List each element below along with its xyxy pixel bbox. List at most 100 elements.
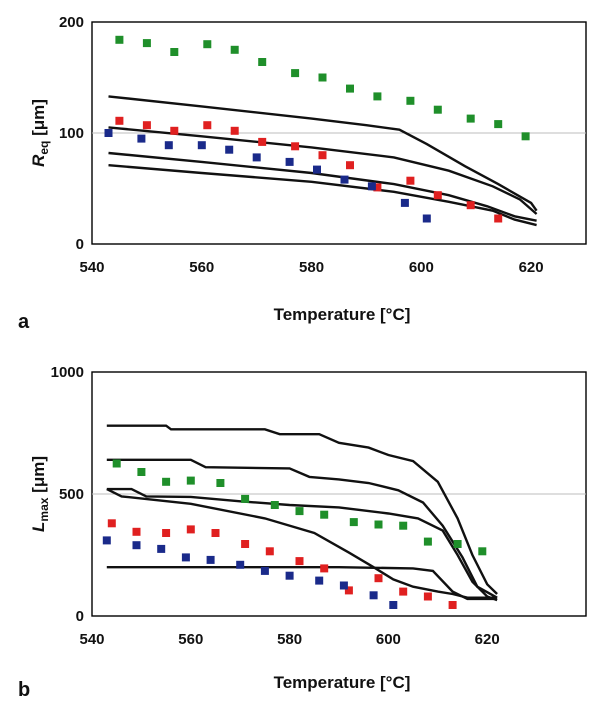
y-axis-label-main-a: R <box>29 154 48 167</box>
data-point-b-s1-7 <box>270 501 279 509</box>
data-point-b-s3-9 <box>315 576 324 585</box>
data-point-a-s3-5 <box>225 145 234 154</box>
data-point-b-s2-9 <box>320 564 329 573</box>
y-axis-label-main-b: L <box>29 522 48 532</box>
panel-a: 540 560 580 600 620 0 100 200 Temperature [°C]… <box>18 14 587 333</box>
data-point-b-s1-14 <box>453 540 462 548</box>
data-point-a-s1-6 <box>258 58 267 66</box>
data-point-a-s2-11 <box>406 176 415 185</box>
data-point-b-s1-11 <box>374 520 383 529</box>
x-tick-label-a-4: 600 <box>409 259 434 276</box>
model-curve-a-3 <box>108 151 537 222</box>
data-point-b-s1-6 <box>241 494 250 503</box>
data-point-a-s1-12 <box>433 105 442 114</box>
data-point-b-s2-2 <box>132 527 141 536</box>
data-point-b-s2-12 <box>399 587 408 596</box>
data-point-b-s2-3 <box>162 529 171 537</box>
x-tick-label-b-5: 620 <box>475 631 500 648</box>
x-tick-label-b-1: 540 <box>79 631 104 648</box>
data-point-b-s3-2 <box>132 541 141 550</box>
data-point-a-s3-8 <box>313 165 321 174</box>
panel-label-b: b <box>18 679 30 701</box>
data-point-b-s2-14 <box>448 601 457 609</box>
data-point-b-s3-4 <box>181 553 190 562</box>
x-tick-label-a-2: 560 <box>189 259 214 276</box>
data-point-a-s3-4 <box>197 141 206 150</box>
y-axis-label-sub-a: eq <box>37 141 51 155</box>
data-point-b-s2-11 <box>374 574 383 583</box>
data-point-a-s2-8 <box>318 151 327 160</box>
data-point-a-s3-6 <box>252 153 261 162</box>
data-point-a-s1-5 <box>230 45 239 54</box>
y-tick-label-a-3: 200 <box>59 14 84 31</box>
data-point-a-s1-11 <box>406 96 415 105</box>
x-tick-label-b-4: 600 <box>376 631 401 648</box>
data-point-a-s2-2 <box>142 121 151 130</box>
data-point-b-s1-4 <box>186 476 195 485</box>
data-point-b-s1-12 <box>399 521 408 530</box>
y-tick-label-b-1: 0 <box>76 608 84 625</box>
x-tick-label-b-2: 560 <box>178 631 203 648</box>
data-point-a-s3-11 <box>400 198 409 207</box>
data-point-b-s2-4 <box>186 525 195 534</box>
data-point-a-s1-3 <box>170 48 179 56</box>
data-point-b-s1-2 <box>137 468 146 476</box>
data-point-b-s2-5 <box>211 529 220 537</box>
data-point-a-s2-10 <box>373 183 382 192</box>
data-point-a-s2-12 <box>433 191 442 200</box>
data-point-b-s3-11 <box>369 591 378 600</box>
data-point-b-s1-3 <box>162 477 171 486</box>
model-curve-a-1 <box>108 95 538 212</box>
data-point-a-s1-13 <box>466 114 475 123</box>
data-point-a-s2-7 <box>291 142 300 151</box>
data-point-a-s1-14 <box>494 120 503 129</box>
data-point-a-s3-3 <box>164 141 173 150</box>
data-point-b-s2-8 <box>295 557 304 566</box>
data-point-a-s2-4 <box>203 121 212 130</box>
data-point-a-s3-7 <box>285 157 294 166</box>
data-point-a-s1-10 <box>373 92 382 101</box>
data-point-b-s1-1 <box>112 459 121 468</box>
data-point-b-s3-12 <box>389 601 398 609</box>
y-tick-label-a-2: 100 <box>59 125 84 142</box>
data-point-b-s1-8 <box>295 507 304 516</box>
y-tick-label-b-3: 1000 <box>51 364 84 381</box>
x-tick-label-a-5: 620 <box>519 259 544 276</box>
y-axis-label-sub-b: max <box>37 497 51 521</box>
model-curve-a-4 <box>108 164 537 227</box>
y-axis-label-b: Lmax [μm] <box>29 456 51 532</box>
data-point-b-s3-10 <box>339 581 348 590</box>
data-point-a-s2-9 <box>346 161 354 170</box>
data-point-a-s2-5 <box>230 126 239 135</box>
y-axis-label-unit-a: [μm] <box>29 99 48 141</box>
y-tick-label-b-2: 500 <box>59 486 84 503</box>
data-point-a-s1-7 <box>291 69 300 78</box>
panel-b: 540 560 580 600 620 0 500 1000 Temperature [°C… <box>18 364 587 701</box>
y-axis-label-unit-b: [μm] <box>29 456 48 498</box>
model-curve-b-3 <box>106 487 498 602</box>
data-point-a-s1-4 <box>203 40 212 49</box>
model-curve-a-2 <box>108 126 538 215</box>
data-point-a-s1-15 <box>521 132 530 141</box>
data-point-b-s1-15 <box>478 547 487 556</box>
data-point-a-s3-1 <box>104 129 113 137</box>
data-point-b-s1-5 <box>216 479 225 487</box>
data-point-b-s1-10 <box>349 518 358 527</box>
data-point-a-s1-8 <box>318 73 327 82</box>
data-point-b-s1-9 <box>320 510 329 519</box>
data-point-a-s2-13 <box>466 201 475 210</box>
data-point-b-s3-6 <box>236 560 245 569</box>
data-point-b-s2-10 <box>344 586 353 595</box>
data-point-a-s2-6 <box>258 137 267 146</box>
x-tick-label-a-3: 580 <box>299 259 324 276</box>
data-point-b-s3-5 <box>206 555 215 564</box>
model-curve-b-5 <box>106 566 498 601</box>
x-tick-label-b-3: 580 <box>277 631 302 648</box>
data-point-a-s3-12 <box>422 214 431 223</box>
data-point-a-s1-9 <box>346 84 354 93</box>
data-point-b-s2-7 <box>265 547 274 556</box>
data-point-a-s3-10 <box>367 182 376 191</box>
data-point-a-s1-1 <box>115 35 124 44</box>
data-point-b-s2-1 <box>107 519 116 528</box>
